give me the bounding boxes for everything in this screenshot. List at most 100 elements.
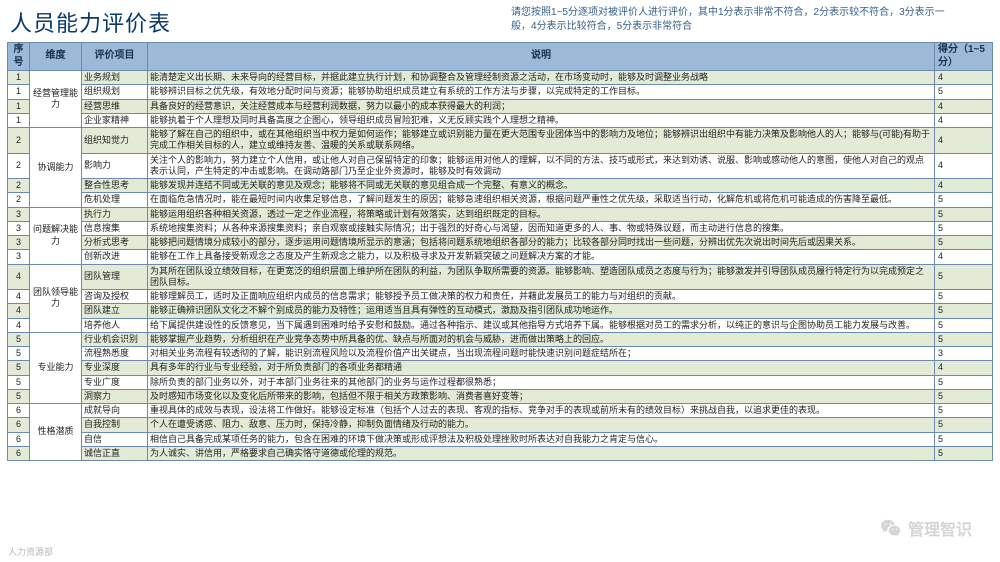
cell-seq: 4 — [8, 304, 30, 318]
col-seq-header: 序号 — [8, 43, 30, 71]
cell-score: 5 — [935, 318, 993, 332]
cell-desc: 为人诚实、讲信用，严格要求自己确实恪守道德或伦理的规范。 — [148, 446, 935, 460]
table-row: 4咨询及授权能够理解员工，适时及正面响应组织内成员的信息需求；能够授予员工做决策… — [8, 290, 993, 304]
instructions-text: 请您按照1~5分逐项对被评价人进行评价，其中1分表示非常不符合，2分表示较不符合… — [511, 6, 951, 34]
table-row: 3信息搜集系统地搜集资料；从各种来源搜集资料；亲自观察或接触实际情况；出于强烈的… — [8, 221, 993, 235]
table-row: 3 分析式思考能够把问题情境分成较小的部分，逐步运用问题情境所显示的意涵；包括将问… — [8, 236, 993, 250]
table-row: 2影响力关注个人的影响力，努力建立个人信用，或让他人对自己保留特定的印象；能够运… — [8, 153, 993, 179]
cell-item: 专业深度 — [82, 361, 148, 375]
table-row: 1企业家精神能够执着于个人理想及同时具备高度之企图心，领导组织成员冒险犯难，义无… — [8, 113, 993, 127]
cell-dimension: 协调能力 — [30, 128, 82, 208]
cell-item: 专业广度 — [82, 375, 148, 389]
table-row: 5 专业深度具有多年的行业与专业经验，对于所负责部门的各项业务都精通4 — [8, 361, 993, 375]
cell-seq: 5 — [8, 375, 30, 389]
footer-text: 人力资源部 — [8, 545, 53, 558]
cell-dimension: 经营管理能力 — [30, 71, 82, 128]
cell-score: 5 — [935, 221, 993, 235]
cell-item: 分析式思考 — [82, 236, 148, 250]
cell-item: 整合性思考 — [82, 179, 148, 193]
cell-desc: 具有多年的行业与专业经验，对于所负责部门的各项业务都精通 — [148, 361, 935, 375]
cell-dimension: 性格潜质 — [30, 404, 82, 461]
cell-dimension: 专业能力 — [30, 332, 82, 403]
cell-item: 培养他人 — [82, 318, 148, 332]
cell-item: 咨询及授权 — [82, 290, 148, 304]
table-row: 3 创新改进能够在工作上具备接受新观念之态度及产生新观念之能力，以及积极寻求及开发… — [8, 250, 993, 264]
table-body: 1经营管理能力业务规划能清楚定义出长期、未来导向的经营目标，并据此建立执行计划，… — [8, 71, 993, 461]
table-row: 3问题解决能力执行力能够运用组织各种相关资源，透过一定之作业流程，将策略或计划有… — [8, 207, 993, 221]
table-row: 5洞察力及时感知市场变化以及变化后所带来的影响，包括但不限于相关方政策影响、消费… — [8, 389, 993, 403]
cell-seq: 5 — [8, 347, 30, 361]
page-title: 人员能力评价表 — [10, 6, 171, 38]
cell-item: 团队建立 — [82, 304, 148, 318]
cell-score: 4 — [935, 71, 993, 85]
col-desc-header: 说明 — [148, 43, 935, 71]
table-row: 6诚信正直为人诚实、讲信用，严格要求自己确实恪守道德或伦理的规范。5 — [8, 446, 993, 460]
cell-seq: 3 — [8, 207, 30, 221]
cell-desc: 能够把问题情境分成较小的部分，逐步运用问题情境所显示的意涵；包括将问题系统地组织… — [148, 236, 935, 250]
cell-desc: 在面临危急情况时，能在最短时间内收集足够信息，了解问题发生的原因；能够急速组织相… — [148, 193, 935, 207]
cell-score: 5 — [935, 207, 993, 221]
cell-seq: 4 — [8, 290, 30, 304]
cell-desc: 除所负责的部门业务以外，对于本部门业务往来的其他部门的业务与运作过程都很熟悉； — [148, 375, 935, 389]
watermark-text: 管理智识 — [908, 516, 972, 540]
cell-score: 5 — [935, 418, 993, 432]
cell-score: 5 — [935, 432, 993, 446]
cell-score: 4 — [935, 250, 993, 264]
col-item-header: 评价项目 — [82, 43, 148, 71]
wechat-icon — [880, 517, 902, 539]
table-row: 6自信相信自己具备完成某项任务的能力，包含在困难的环境下做决策或形成评想法及积极… — [8, 432, 993, 446]
table-row: 5 流程熟悉度对相关业务流程有较透彻的了解，能识别流程风险以及流程价值产出关键点，… — [8, 347, 993, 361]
cell-desc: 能够正确辨识团队文化之不解个别成员的能力及特性；运用适当且具有弹性的互动模式，激… — [148, 304, 935, 318]
cell-seq: 2 — [8, 128, 30, 154]
cell-desc: 能够运用组织各种相关资源，透过一定之作业流程，将策略或计划有效落实，达到组织既定… — [148, 207, 935, 221]
cell-desc: 个人在遭受诱惑、阻力、敌意、压力时，保持冷静，抑制负面情绪及行动的能力。 — [148, 418, 935, 432]
cell-item: 自信 — [82, 432, 148, 446]
cell-desc: 能够发现并连结不同或无关联的意见及观念；能够将不同或无关联的意见组合成一个完整、… — [148, 179, 935, 193]
table-row: 5 专业广度除所负责的部门业务以外，对于本部门业务往来的其他部门的业务与运作过程都… — [8, 375, 993, 389]
cell-score: 4 — [935, 361, 993, 375]
table-row: 6性格潜质成就导向重视具体的成效与表现，设法将工作做好。能够设定标准（包括个人过… — [8, 404, 993, 418]
cell-seq: 6 — [8, 404, 30, 418]
cell-item: 企业家精神 — [82, 113, 148, 127]
cell-score: 5 — [935, 332, 993, 346]
table-row: 1 组织规划能够辨识目标之优先级，有效地分配时间与资源；能够协助组织成员建立有系统… — [8, 85, 993, 99]
cell-desc: 能够掌握产业趋势，分析组织在产业竞争态势中所具备的优、缺点与所面对的机会与威胁，… — [148, 332, 935, 346]
cell-score: 5 — [935, 375, 993, 389]
cell-desc: 能够了解在自己的组织中，或在其他组织当中权力是如何运作；能够建立或识别能力量在更… — [148, 128, 935, 154]
cell-seq: 1 — [8, 85, 30, 99]
table-row: 4团队领导能力团队管理为其所在团队设立绩效目标，在更宽泛的组织层面上维护所在团队… — [8, 264, 993, 290]
cell-item: 流程熟悉度 — [82, 347, 148, 361]
cell-dimension: 问题解决能力 — [30, 207, 82, 264]
cell-desc: 能够辨识目标之优先级，有效地分配时间与资源；能够协助组织成员建立有系统的工作方法… — [148, 85, 935, 99]
cell-item: 团队管理 — [82, 264, 148, 290]
cell-seq: 3 — [8, 236, 30, 250]
cell-item: 影响力 — [82, 153, 148, 179]
cell-item: 成就导向 — [82, 404, 148, 418]
evaluation-table: 序号 维度 评价项目 说明 得分（1~5分） 1经营管理能力业务规划能清楚定义出… — [7, 42, 993, 461]
cell-desc: 对相关业务流程有较透彻的了解，能识别流程风险以及流程价值产出关键点，当出现流程问… — [148, 347, 935, 361]
cell-seq: 2 — [8, 193, 30, 207]
cell-score: 5 — [935, 193, 993, 207]
cell-seq: 6 — [8, 418, 30, 432]
cell-seq: 1 — [8, 71, 30, 85]
cell-seq: 1 — [8, 99, 30, 113]
cell-item: 自我控制 — [82, 418, 148, 432]
cell-item: 组织规划 — [82, 85, 148, 99]
cell-seq: 5 — [8, 361, 30, 375]
cell-desc: 系统地搜集资料；从各种来源搜集资料；亲自观察或接触实际情况；出于强烈的好奇心与渴… — [148, 221, 935, 235]
cell-score: 5 — [935, 304, 993, 318]
cell-desc: 关注个人的影响力，努力建立个人信用，或让他人对自己保留特定的印象；能够运用对他人… — [148, 153, 935, 179]
table-row: 1经营管理能力业务规划能清楚定义出长期、未来导向的经营目标，并据此建立执行计划，… — [8, 71, 993, 85]
cell-item: 创新改进 — [82, 250, 148, 264]
cell-seq: 6 — [8, 432, 30, 446]
col-dimension-header: 维度 — [30, 43, 82, 71]
cell-item: 组织知觉力 — [82, 128, 148, 154]
cell-seq: 3 — [8, 250, 30, 264]
cell-desc: 及时感知市场变化以及变化后所带来的影响，包括但不限于相关方政策影响、消费者喜好变… — [148, 389, 935, 403]
cell-score: 5 — [935, 446, 993, 460]
table-header-row: 序号 维度 评价项目 说明 得分（1~5分） — [8, 43, 993, 71]
cell-item: 执行力 — [82, 207, 148, 221]
cell-desc: 为其所在团队设立绩效目标，在更宽泛的组织层面上维护所在团队的利益，为团队争取所需… — [148, 264, 935, 290]
cell-desc: 重视具体的成效与表现，设法将工作做好。能够设定标准（包括个人过去的表现、客观的指… — [148, 404, 935, 418]
cell-desc: 能够在工作上具备接受新观念之态度及产生新观念之能力，以及积极寻求及开发新颖突破之… — [148, 250, 935, 264]
